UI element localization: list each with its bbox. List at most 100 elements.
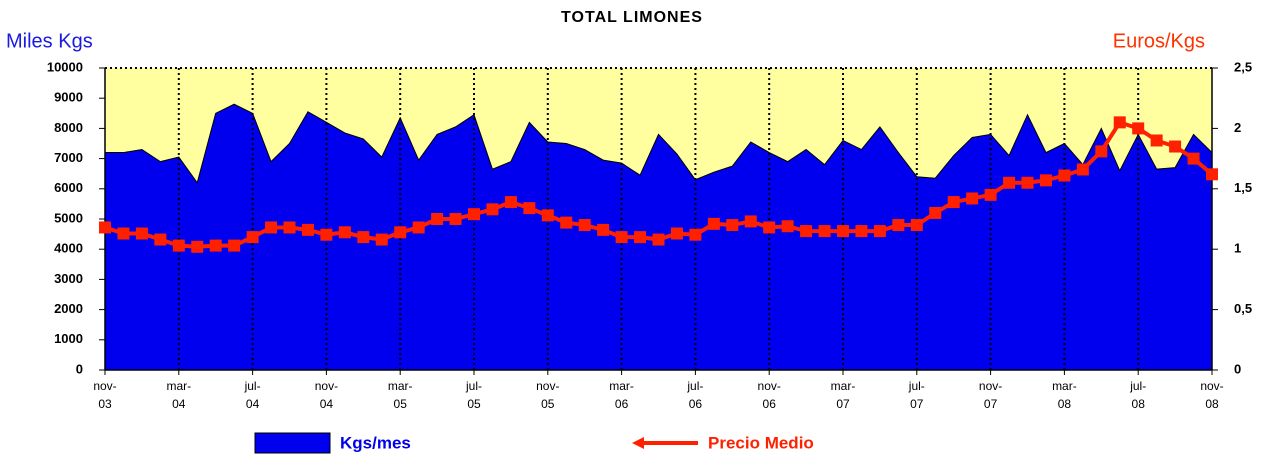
marker <box>892 219 905 232</box>
marker <box>191 240 204 253</box>
y2-tick-label: 0,5 <box>1234 301 1252 316</box>
y-tick-label: 10000 <box>47 59 83 74</box>
x-tick-label: mar- 05 <box>388 379 413 411</box>
marker <box>449 213 462 225</box>
marker <box>707 217 720 230</box>
marker <box>800 225 813 238</box>
y-tick-label: 1000 <box>54 331 83 346</box>
marker <box>468 208 480 221</box>
x-tick-label: nov- 06 <box>758 379 781 411</box>
y-tick-label: 4000 <box>54 241 83 256</box>
marker <box>947 196 960 209</box>
x-tick-label-part: jul- <box>465 379 482 393</box>
chart-title: TOTAL LIMONES <box>561 9 703 26</box>
y2-tick-label: 2 <box>1234 120 1241 135</box>
legend-swatch <box>632 437 644 449</box>
y2-tick-label: 0 <box>1234 361 1241 376</box>
y-tick-label: 7000 <box>54 150 83 165</box>
marker <box>837 225 849 238</box>
x-tick-label-part: 05 <box>467 397 481 411</box>
marker <box>966 192 979 205</box>
x-tick-label: mar- 08 <box>1052 379 1077 411</box>
x-tick-label: jul- 07 <box>908 379 925 411</box>
marker <box>320 228 333 241</box>
y-tick-label: 0 <box>76 361 83 376</box>
marker <box>873 225 886 238</box>
marker <box>744 215 757 228</box>
x-tick-label-part: 04 <box>320 397 334 411</box>
marker <box>689 228 702 241</box>
marker <box>929 206 942 219</box>
marker <box>375 233 388 246</box>
marker <box>486 203 499 216</box>
x-tick-label-part: 08 <box>1058 397 1072 411</box>
legend-swatch <box>254 432 331 454</box>
y2-tick-label: 1,5 <box>1234 180 1252 195</box>
marker <box>634 231 647 244</box>
x-tick-label-part: 03 <box>98 397 112 411</box>
marker <box>578 219 591 232</box>
marker <box>910 219 923 232</box>
x-tick-label: jul- 08 <box>1129 379 1146 411</box>
marker <box>670 227 683 240</box>
marker <box>652 233 665 246</box>
marker <box>1003 176 1016 189</box>
x-tick-label-part: jul- <box>244 379 261 393</box>
x-tick-label: mar- 07 <box>831 379 856 411</box>
x-tick-label-part: 06 <box>763 397 777 411</box>
y2-axis-label: Euros/Kgs <box>1113 30 1205 52</box>
marker <box>1021 176 1034 189</box>
x-tick-label-part: 05 <box>394 397 408 411</box>
y2-tick-label: 2,5 <box>1234 59 1252 74</box>
x-tick-label-part: nov- <box>315 379 338 393</box>
marker <box>781 220 794 233</box>
marker <box>560 216 573 229</box>
x-tick-label-part: mar- <box>166 379 191 393</box>
x-tick-label-part: nov- <box>1200 379 1223 393</box>
marker <box>984 188 997 201</box>
marker <box>818 225 831 238</box>
marker <box>394 226 407 239</box>
marker <box>1206 168 1218 181</box>
marker <box>1095 145 1108 158</box>
x-tick-label: jul- 06 <box>686 379 703 411</box>
y-tick-label: 6000 <box>54 180 83 195</box>
marker <box>726 219 739 232</box>
legend-label: Kgs/mes <box>340 433 411 452</box>
x-tick-label: nov- 03 <box>93 379 116 411</box>
x-tick-label-part: 06 <box>615 397 629 411</box>
marker <box>1187 152 1200 165</box>
x-tick-label-part: mar- <box>831 379 856 393</box>
x-tick-label-part: nov- <box>93 379 116 393</box>
x-tick-label: mar- 06 <box>609 379 634 411</box>
x-tick-label-part: 08 <box>1132 397 1146 411</box>
x-tick-label-part: 06 <box>689 397 703 411</box>
marker <box>763 221 776 234</box>
marker <box>265 221 278 234</box>
y-tick-label: 2000 <box>54 301 83 316</box>
x-tick-label-part: 07 <box>984 397 998 411</box>
x-tick-label-part: mar- <box>388 379 413 393</box>
marker <box>504 196 517 209</box>
marker <box>1132 122 1145 135</box>
marker <box>1169 140 1182 153</box>
marker <box>1113 116 1126 129</box>
x-tick-label-part: nov- <box>758 379 781 393</box>
x-tick-label-part: nov- <box>979 379 1002 393</box>
marker <box>117 227 130 240</box>
marker <box>283 221 296 234</box>
x-tick-label: nov- 07 <box>979 379 1002 411</box>
marker <box>228 239 241 252</box>
x-tick-label-part: nov- <box>536 379 559 393</box>
marker <box>1039 174 1052 187</box>
y-tick-label: 5000 <box>54 210 83 225</box>
x-tick-label: nov- 08 <box>1200 379 1223 411</box>
x-tick-label-part: 04 <box>172 397 186 411</box>
marker <box>1058 169 1071 182</box>
marker <box>431 213 444 225</box>
x-tick-label-part: 04 <box>246 397 260 411</box>
y-axis-label: Miles Kgs <box>6 30 93 52</box>
marker <box>412 221 425 234</box>
x-tick-label-part: jul- <box>686 379 703 393</box>
marker <box>615 231 628 244</box>
